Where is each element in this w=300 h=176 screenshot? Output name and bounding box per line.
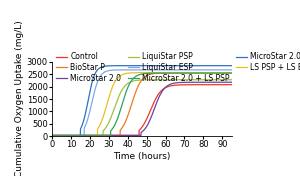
LiquiStar PSP — [129, 81, 133, 83]
MicroStar 2.0 + LS ESP — [123, 65, 127, 67]
LiquiStar ESP — [129, 69, 133, 71]
Control — [194, 84, 197, 86]
MicroStar 2.0 + LS PSP — [129, 80, 133, 82]
LiquiStar PSP — [194, 79, 197, 81]
BioStar P — [190, 72, 194, 74]
MicroStar 2.0 + LS PSP — [123, 95, 127, 97]
MicroStar 2.0 + LS ESP — [213, 65, 216, 67]
MicroStar 2.0 + LS PSP — [230, 72, 234, 74]
Legend: Control, BioStar P, MicroStar 2.0, LiquiStar PSP, LiquiStar ESP, MicroStar 2.0 +: Control, BioStar P, MicroStar 2.0, Liqui… — [56, 52, 300, 83]
Line: MicroStar 2.0 + LS PSP: MicroStar 2.0 + LS PSP — [52, 73, 232, 136]
MicroStar 2.0 — [230, 81, 234, 83]
LiquiStar PSP — [50, 134, 54, 137]
MicroStar 2.0 — [194, 81, 197, 83]
LiquiStar ESP — [229, 69, 233, 71]
MicroStar 2.0 + LS ESP — [190, 65, 194, 67]
LiquiStar ESP — [123, 69, 127, 71]
Line: MicroStar 2.0 + LS ESP: MicroStar 2.0 + LS ESP — [52, 66, 232, 136]
MicroStar 2.0 — [69, 134, 72, 137]
LS PSP + LS ESP — [194, 71, 197, 74]
Line: LS PSP + LS ESP: LS PSP + LS ESP — [52, 73, 232, 136]
BioStar P — [174, 72, 177, 74]
MicroStar 2.0 — [190, 81, 194, 83]
Line: LiquiStar ESP: LiquiStar ESP — [52, 70, 232, 136]
BioStar P — [123, 122, 127, 124]
Control — [50, 134, 54, 136]
Control — [123, 134, 127, 136]
MicroStar 2.0 — [50, 134, 54, 137]
LiquiStar PSP — [190, 79, 194, 81]
MicroStar 2.0 + LS ESP — [50, 135, 54, 137]
LiquiStar ESP — [174, 69, 177, 71]
LS PSP + LS ESP — [230, 71, 234, 74]
Control — [129, 134, 133, 136]
MicroStar 2.0 — [123, 134, 127, 137]
Control — [69, 134, 72, 136]
BioStar P — [230, 72, 234, 74]
MicroStar 2.0 + LS PSP — [50, 134, 54, 137]
LiquiStar PSP — [174, 79, 177, 81]
LS PSP + LS ESP — [50, 135, 54, 137]
Line: MicroStar 2.0: MicroStar 2.0 — [52, 82, 232, 136]
MicroStar 2.0 + LS ESP — [174, 65, 177, 67]
Y-axis label: Cumulative Oxygen Uptake (mg/L): Cumulative Oxygen Uptake (mg/L) — [15, 21, 24, 176]
MicroStar 2.0 + LS PSP — [194, 72, 197, 74]
LS PSP + LS ESP — [69, 135, 72, 137]
MicroStar 2.0 + LS PSP — [69, 134, 72, 137]
LS PSP + LS ESP — [190, 71, 194, 74]
MicroStar 2.0 + LS PSP — [190, 72, 194, 74]
LS PSP + LS ESP — [123, 73, 127, 75]
Control — [230, 84, 234, 86]
LiquiStar PSP — [123, 85, 127, 87]
LiquiStar ESP — [50, 135, 54, 137]
Control — [190, 84, 194, 86]
Line: Control: Control — [52, 85, 232, 135]
MicroStar 2.0 + LS ESP — [69, 135, 72, 137]
MicroStar 2.0 + LS ESP — [230, 65, 234, 67]
LS PSP + LS ESP — [174, 71, 177, 74]
LiquiStar PSP — [230, 79, 234, 81]
X-axis label: Time (hours): Time (hours) — [113, 152, 171, 161]
LiquiStar ESP — [190, 69, 194, 71]
MicroStar 2.0 + LS ESP — [194, 65, 197, 67]
LiquiStar ESP — [194, 69, 197, 71]
MicroStar 2.0 — [174, 82, 177, 84]
LiquiStar ESP — [230, 69, 234, 71]
Line: LiquiStar PSP: LiquiStar PSP — [52, 80, 232, 136]
MicroStar 2.0 + LS PSP — [174, 72, 177, 74]
MicroStar 2.0 — [129, 134, 133, 137]
BioStar P — [129, 104, 133, 106]
LS PSP + LS ESP — [129, 72, 133, 74]
BioStar P — [69, 134, 72, 137]
BioStar P — [50, 134, 54, 137]
Control — [174, 84, 177, 86]
Line: BioStar P: BioStar P — [52, 73, 232, 136]
BioStar P — [194, 72, 197, 74]
MicroStar 2.0 + LS ESP — [129, 65, 133, 67]
LiquiStar ESP — [69, 135, 72, 137]
LiquiStar PSP — [69, 134, 72, 137]
